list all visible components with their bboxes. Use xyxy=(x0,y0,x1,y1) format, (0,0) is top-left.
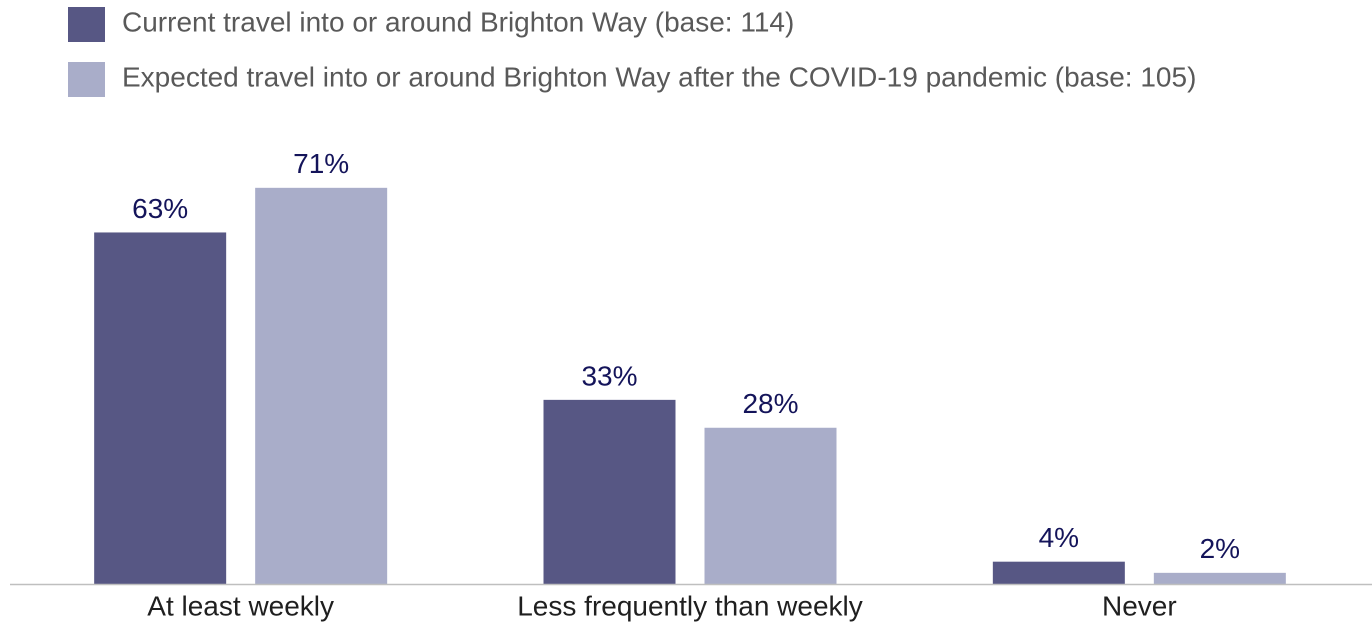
x-tick-label: At least weekly xyxy=(147,590,334,621)
legend-text: Expected travel into or around Brighton … xyxy=(122,61,1196,92)
value-label: 33% xyxy=(581,360,637,391)
value-label: 4% xyxy=(1039,522,1079,553)
bar xyxy=(543,399,676,584)
x-tick-label: Less frequently than weekly xyxy=(517,590,863,621)
legend-swatch xyxy=(68,62,105,97)
bar xyxy=(992,561,1125,584)
x-tick-label: Never xyxy=(1102,590,1177,621)
value-label: 63% xyxy=(132,193,188,224)
bar xyxy=(1153,572,1286,584)
bar xyxy=(704,427,837,584)
value-label: 71% xyxy=(293,148,349,179)
bar xyxy=(255,187,388,584)
value-label: 28% xyxy=(742,388,798,419)
bar xyxy=(94,232,227,584)
legend-text: Current travel into or around Brighton W… xyxy=(122,6,794,37)
legend-swatch xyxy=(68,7,105,42)
value-label: 2% xyxy=(1200,533,1240,564)
